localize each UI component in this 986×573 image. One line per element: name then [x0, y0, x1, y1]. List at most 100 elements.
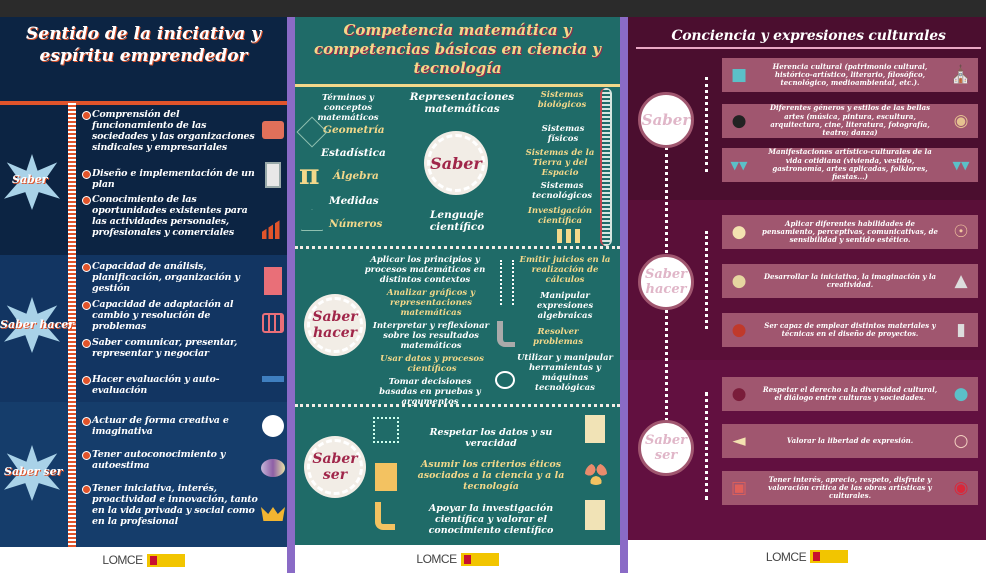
list-item: Capacidad de adaptación al cambio y reso…: [82, 299, 260, 332]
globe-icon: ●: [953, 384, 969, 404]
saber-circle: Saber: [638, 92, 694, 148]
list-item: ● Ser capaz de emplear distintos material…: [722, 313, 978, 347]
panel-title: Sentido de la iniciativa y espíritu empr…: [25, 24, 262, 66]
microscope-icon: [375, 502, 395, 530]
divider: [295, 246, 620, 249]
bunting-icon: ▼▼: [952, 158, 970, 172]
megaphone-icon: ◄: [732, 431, 746, 451]
item-text: Manifestaciones artístico-culturales de …: [768, 147, 932, 182]
list-item: Comprensión del funcionamiento de las so…: [82, 109, 260, 153]
constellation-icon: [500, 260, 514, 305]
list-item: ● Diferentes géneros y estilos de las bel…: [722, 104, 978, 138]
list-item: Tener iniciativa, interés, proactividad …: [82, 483, 260, 527]
list-item: Conocimiento de las oportunidades existe…: [82, 194, 260, 238]
concept-label: Estadística: [321, 147, 386, 159]
panel-title: Conciencia y expresiones culturales: [636, 27, 981, 49]
item-text: Valorar la libertad de expresión.: [786, 435, 914, 445]
stripe-divider: [68, 103, 76, 547]
saber-ser-circle: Saber ser: [307, 439, 363, 495]
eye-icon: ☉: [953, 222, 969, 242]
connector: [705, 392, 708, 500]
list-item: Hacer evaluación y auto-evaluación: [82, 374, 260, 396]
skill-label: Aplicar los principios y procesos matemá…: [364, 255, 486, 285]
dna-icon: [600, 88, 612, 246]
concept-label: Geometría: [323, 124, 385, 136]
top-bar: [0, 0, 986, 17]
saber-ser-circle: Saber ser: [638, 420, 694, 476]
pyramid-icon: [301, 209, 323, 231]
smartphone-icon: ▮: [956, 320, 966, 340]
lomce-logo: LOMCE: [765, 549, 807, 564]
skill-label: Emitir juicios en la realización de cálc…: [519, 255, 611, 285]
government-logo: [460, 552, 499, 566]
panel-iniciativa: Sentido de la iniciativa y espíritu empr…: [0, 17, 287, 547]
concept-label: Números: [329, 218, 383, 230]
briefcase-icon: [262, 121, 284, 139]
list-item: ● Desarrollar la iniciativa, la imaginaci…: [722, 264, 978, 298]
panel-matematica: Competencia matemática y competencias bá…: [295, 17, 620, 545]
government-logo: [810, 550, 849, 563]
bunting-icon: ▼▼: [730, 158, 748, 172]
pen-nib-icon: ▲: [954, 271, 968, 291]
concept-label: Lenguaje científico: [429, 209, 485, 233]
list-item: ● Aplicar diferentes habilidades de pensa…: [722, 215, 978, 249]
abacus-icon: [262, 313, 284, 333]
saber-hacer-circle: Saber hacer: [638, 254, 694, 310]
item-text: Desarrollar la iniciativa, la imaginació…: [763, 271, 937, 289]
panel-title: Competencia matemática y competencias bá…: [314, 21, 601, 77]
list-item: Capacidad de análisis, planificación, or…: [82, 261, 260, 294]
skill-label: Resolver problemas: [533, 327, 583, 347]
divider: [295, 404, 620, 407]
palette-icon: ◉: [953, 111, 969, 131]
skill-label: Usar datos y procesos científicos: [380, 354, 484, 374]
atom-icon: [495, 371, 515, 389]
saber-circle: Saber: [427, 134, 485, 192]
pi-icon: π: [299, 158, 320, 191]
checklist-icon: [264, 267, 282, 295]
connector: [705, 77, 708, 172]
concept-label: Sistemas tecnológicos: [531, 181, 593, 201]
footer: LOMCE: [628, 540, 986, 573]
concept-label: Sistemas biológicos: [537, 90, 587, 110]
vinyl-record-icon: ●: [731, 111, 747, 131]
skill-label: Manipular expresiones algebraicas: [536, 291, 594, 321]
brain-icon: [261, 459, 285, 477]
concept-label: Representaciones matemáticas: [409, 91, 515, 115]
clipboard-icon: [265, 162, 281, 188]
speech-bubbles-icon: ●: [731, 222, 747, 242]
concept-label: Investigación científica: [527, 206, 593, 226]
section-label: Saber ser: [4, 465, 63, 478]
notes-icon: [585, 415, 605, 443]
item-text: Tener interés, aprecio, respeto, disfrut…: [768, 474, 932, 501]
book-icon: ■: [730, 65, 748, 85]
list-item: ■ Herencia cultural (patrimonio cultural,…: [722, 58, 978, 92]
section-label: Saber hacer: [0, 318, 75, 331]
skill-label: Interpretar y reflexionar sobre los resu…: [372, 321, 490, 351]
list-item: ▼▼ Manifestaciones artístico-culturales d…: [722, 148, 978, 182]
item-text: Diferentes géneros y estilos de las bell…: [769, 103, 931, 138]
certificate-icon: [585, 500, 605, 530]
value-label: Asumir los criterios éticos asociados a …: [417, 459, 565, 492]
lightbulb-icon: [262, 415, 284, 437]
value-label: Apoyar la investigación científica y val…: [428, 503, 554, 536]
museum-icon: ⛪: [950, 65, 972, 85]
saber-hacer-circle: Saber hacer: [307, 297, 363, 353]
section-saber-ser: [0, 402, 287, 547]
concept-label: Álgebra: [333, 170, 379, 182]
lantern-icon: ●: [731, 384, 747, 404]
section-label: Saber: [12, 173, 48, 186]
skill-label: Utilizar y manipular herramientas y máqu…: [517, 353, 613, 393]
item-text: Ser capaz de emplear distintos materiale…: [764, 320, 936, 338]
pushpin-icon: ●: [731, 320, 747, 340]
list-item: Diseño e implementación de un plan: [82, 168, 260, 190]
test-tubes-icon: [557, 229, 581, 243]
lomce-logo: LOMCE: [102, 553, 143, 567]
concept-label: Sistemas de la Tierra y del Espacio: [525, 148, 595, 178]
skill-label: Analizar gráficos y representaciones mat…: [386, 288, 476, 318]
item-text: Herencia cultural (patrimonio cultural, …: [772, 61, 928, 88]
presenter-icon: [262, 354, 284, 382]
list-item: ▣ Tener interés, aprecio, respeto, disfru…: [722, 471, 978, 505]
connector: [705, 231, 708, 329]
camera-icon: ◉: [953, 478, 969, 498]
network-icon: [373, 417, 399, 443]
